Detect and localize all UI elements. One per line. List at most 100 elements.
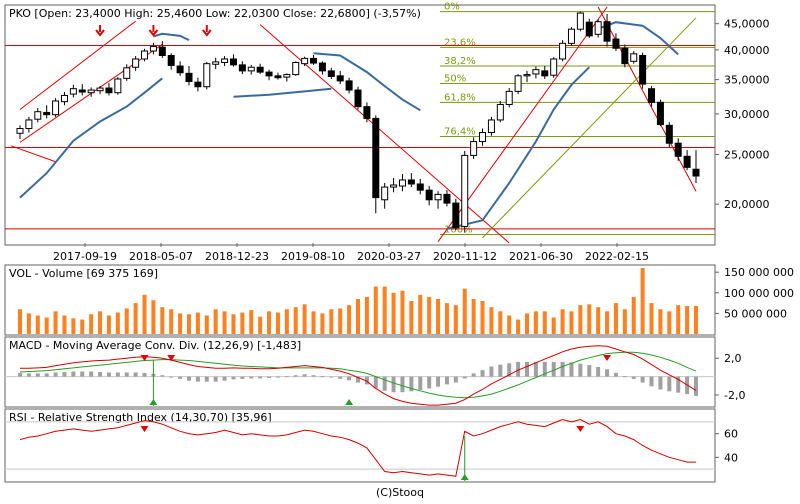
volume-bar — [89, 314, 94, 334]
macd-histogram-bar — [498, 364, 503, 377]
volume-bar — [275, 312, 280, 334]
volume-bar — [525, 313, 529, 334]
macd-histogram-bar — [142, 372, 147, 377]
volume-bar — [240, 312, 245, 334]
macd-sell-marker-icon — [167, 355, 176, 361]
volume-bar — [427, 296, 432, 334]
macd-histogram-bar — [160, 375, 165, 377]
macd-histogram-bar — [605, 369, 610, 377]
volume-bar — [649, 303, 654, 334]
volume-bar — [213, 309, 218, 334]
volume-bar — [658, 309, 663, 334]
candle-body — [559, 42, 567, 60]
macd-histogram-bar — [204, 376, 209, 382]
volume-bar — [507, 315, 512, 334]
volume-y-tick-label: 100 000 000 — [724, 287, 794, 300]
footer-credit: (C)Stooq — [376, 486, 424, 499]
macd-histogram-bar — [231, 376, 236, 380]
candle-body — [470, 141, 478, 156]
candle-body — [683, 155, 691, 168]
candle-body — [185, 72, 193, 83]
candle-body — [434, 193, 442, 201]
price-y-tick-label: 25,0000 — [724, 149, 770, 162]
sell-signal-arrow-icon — [202, 25, 212, 37]
volume-bar — [453, 305, 458, 334]
sell-signal-arrow-icon — [95, 25, 105, 37]
macd-histogram-bar — [622, 376, 627, 378]
volume-y-tick-label: 150 000 000 — [724, 266, 794, 279]
rsi-sell-marker-icon — [140, 426, 149, 432]
volume-bar — [169, 309, 174, 334]
candle-body — [265, 71, 273, 77]
candle-body — [301, 57, 309, 65]
macd-histogram-bar — [329, 376, 334, 378]
volume-bar — [44, 317, 49, 334]
candle-body — [256, 66, 264, 73]
volume-bar — [694, 305, 698, 334]
candle-body — [630, 53, 638, 62]
macd-histogram-bar — [222, 376, 227, 381]
macd-histogram-bar — [124, 372, 129, 377]
candle-body — [363, 106, 371, 119]
volume-bar — [133, 303, 138, 334]
volume-bar — [418, 294, 423, 334]
macd-line — [20, 345, 697, 406]
price-x-tick-label: 2017-09-19 — [53, 250, 117, 263]
volume-bar — [551, 317, 556, 334]
candle-body — [310, 57, 318, 64]
macd-histogram-bar — [453, 376, 458, 383]
volume-bar — [596, 307, 601, 334]
trend-short-line — [10, 145, 56, 163]
rsi-y-tick-label: 60 — [724, 428, 738, 441]
macd-histogram-bar — [649, 376, 654, 387]
candle-body — [158, 46, 166, 57]
macd-histogram-bar — [364, 376, 369, 385]
fib-level-label: 100% — [444, 225, 473, 236]
macd-histogram-bar — [667, 376, 672, 392]
volume-bar — [605, 311, 610, 334]
volume-bar — [516, 319, 521, 334]
volume-bar — [480, 301, 485, 334]
candle-body — [327, 70, 335, 77]
candle-body — [656, 101, 664, 126]
rsi-buy-marker-icon — [460, 474, 469, 480]
volume-bar — [106, 315, 111, 334]
volume-bar — [542, 311, 547, 334]
candle-body — [149, 46, 157, 52]
price-x-tick-label: 2019-08-10 — [281, 250, 345, 263]
volume-bar — [142, 294, 147, 334]
macd-histogram-bar — [284, 376, 289, 378]
volume-bar — [533, 311, 538, 334]
macd-histogram-bar — [676, 376, 681, 393]
macd-histogram-bar — [106, 372, 111, 377]
volume-bar — [685, 305, 690, 334]
candle-body — [203, 63, 211, 88]
fib-diagonal-line — [482, 17, 697, 239]
candle-body — [407, 179, 415, 185]
candle-body — [292, 61, 300, 76]
macd-histogram-bar — [480, 370, 485, 377]
macd-sell-marker-icon — [140, 355, 149, 361]
macd-histogram-bar — [293, 375, 298, 377]
macd-histogram-bar — [258, 376, 263, 379]
volume-bar — [53, 311, 58, 334]
volume-bar — [204, 315, 209, 334]
candle-body — [87, 89, 95, 94]
trend-channel-upper — [19, 20, 136, 110]
volume-bar — [124, 308, 129, 334]
macd-histogram-bar — [373, 376, 378, 389]
volume-bar — [400, 290, 405, 334]
candle-body — [274, 75, 282, 79]
macd-histogram-bar — [516, 361, 521, 377]
volume-bar — [391, 292, 396, 334]
macd-histogram-bar — [62, 372, 67, 377]
volume-bar — [151, 300, 156, 334]
rsi-line — [19, 418, 696, 477]
candle-body — [612, 38, 620, 49]
volume-bar — [222, 311, 227, 334]
volume-bar — [98, 311, 103, 334]
macd-histogram-bar — [542, 361, 547, 377]
candle-body — [78, 89, 86, 93]
macd-histogram-bar — [587, 365, 592, 377]
price-y-tick-label: 30,0000 — [724, 108, 770, 121]
